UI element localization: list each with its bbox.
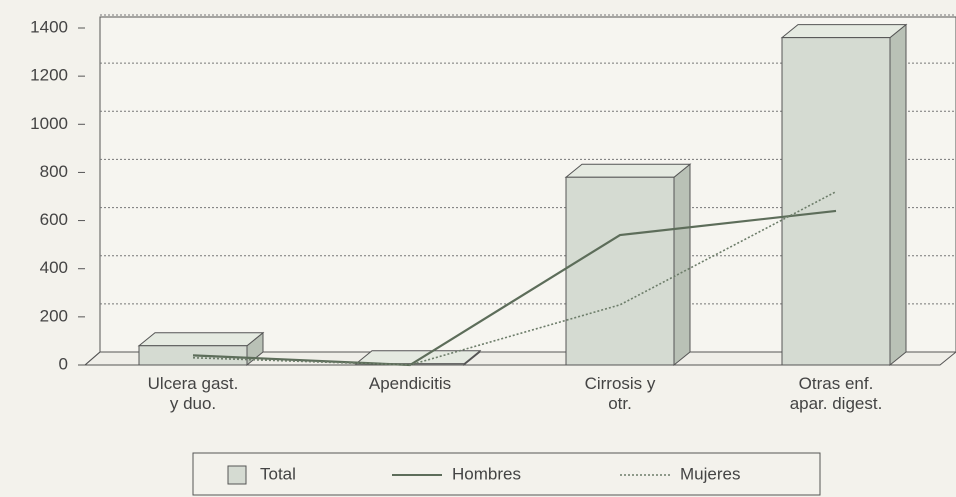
- x-tick-label: Ulcera gast. y duo.: [148, 374, 239, 413]
- x-tick-label-line: otr.: [608, 394, 632, 413]
- legend-box: [192, 452, 821, 496]
- x-tick-label: Cirrosis y otr.: [585, 374, 656, 413]
- bar-side: [889, 23, 907, 367]
- legend-label: Hombres: [452, 464, 521, 483]
- bar-top: [354, 350, 482, 365]
- line-series: [192, 209, 837, 367]
- y-tick-label: 0: [59, 354, 68, 373]
- x-tick-label-line: apar. digest.: [790, 394, 883, 413]
- axis-corner: [84, 351, 101, 366]
- y-tick-label: 1400: [30, 17, 68, 36]
- bar-top: [564, 163, 692, 178]
- y-tick-label: 1000: [30, 114, 68, 133]
- bar: [780, 23, 908, 367]
- legend-label: Total: [260, 464, 296, 483]
- bar-top: [137, 332, 265, 347]
- x-tick-label-line: Apendicitis: [369, 374, 451, 393]
- bar: [137, 331, 265, 367]
- y-tick-label: 400: [40, 258, 68, 277]
- line-series: [192, 190, 837, 366]
- bar-side: [673, 163, 691, 367]
- bar-front: [781, 37, 891, 366]
- x-tick-label: Otras enf. apar. digest.: [790, 374, 883, 413]
- y-tick-label: 800: [40, 162, 68, 181]
- x-tick-label-line: Cirrosis y: [585, 374, 656, 393]
- x-tick-label-line: y duo.: [170, 394, 216, 413]
- y-tick-label: 600: [40, 210, 68, 229]
- x-tick-label-line: Otras enf.: [799, 374, 874, 393]
- legend-label: Mujeres: [680, 464, 740, 483]
- x-tick-label-line: Ulcera gast.: [148, 374, 239, 393]
- bar-top: [780, 24, 908, 39]
- bar: [564, 163, 692, 367]
- y-tick-label: 200: [40, 306, 68, 325]
- y-tick-label: 1200: [30, 66, 68, 85]
- x-tick-label: Apendicitis: [369, 374, 451, 393]
- legend-swatch: [227, 465, 247, 485]
- bar-front: [565, 176, 675, 366]
